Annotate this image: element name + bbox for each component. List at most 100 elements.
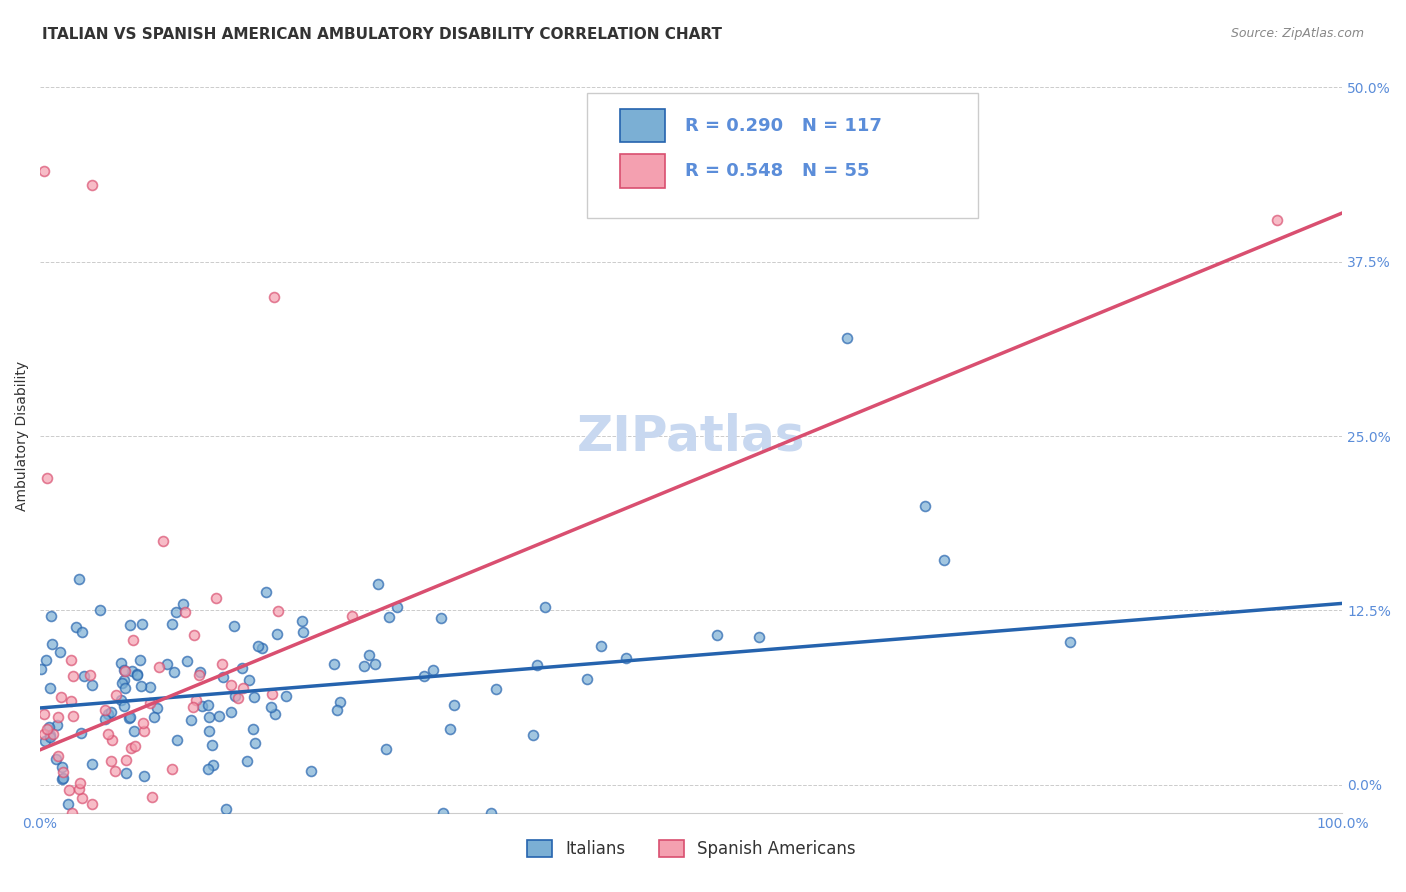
Point: [93, 703, 115, 717]
Point: [183, 628, 205, 642]
Point: [38, 728, 60, 742]
Point: [100, 706, 122, 720]
Point: [201, 758, 224, 772]
Point: [45, 752, 67, 766]
Point: [46, 748, 69, 763]
Point: [201, 738, 224, 752]
Text: ITALIAN VS SPANISH AMERICAN AMBULATORY DISABILITY CORRELATION CHART: ITALIAN VS SPANISH AMERICAN AMBULATORY D…: [42, 27, 723, 42]
Point: [58, 797, 80, 811]
Point: [160, 616, 183, 631]
Point: [94, 712, 117, 726]
Point: [62, 708, 84, 723]
Point: [112, 663, 135, 677]
Point: [534, 600, 557, 615]
Point: [198, 710, 221, 724]
Point: [252, 640, 274, 655]
Point: [211, 657, 233, 671]
Point: [238, 673, 260, 687]
Point: [377, 610, 399, 624]
Point: [97, 727, 120, 741]
FancyBboxPatch shape: [620, 153, 665, 187]
Point: [353, 659, 375, 673]
Point: [120, 617, 142, 632]
Point: [146, 701, 169, 715]
Point: [174, 605, 197, 619]
Point: [180, 714, 202, 728]
Point: [30, 662, 52, 676]
Point: [160, 762, 183, 776]
Point: [340, 609, 363, 624]
Point: [260, 687, 283, 701]
Point: [364, 657, 387, 672]
Point: [131, 617, 153, 632]
Point: [118, 710, 141, 724]
Point: [254, 584, 277, 599]
Point: [479, 805, 502, 820]
Point: [121, 632, 143, 647]
Point: [208, 709, 231, 723]
Point: [236, 755, 259, 769]
Point: [226, 690, 249, 705]
Point: [89, 603, 111, 617]
Point: [127, 666, 149, 681]
Point: [82, 178, 104, 193]
Point: [231, 660, 253, 674]
Point: [614, 651, 637, 665]
Point: [329, 695, 352, 709]
Point: [32, 164, 55, 178]
Point: [49, 690, 72, 704]
Point: [242, 690, 264, 704]
Point: [35, 653, 58, 667]
Point: [374, 742, 396, 756]
Point: [142, 709, 165, 723]
Text: R = 0.290   N = 117: R = 0.290 N = 117: [685, 117, 882, 135]
Point: [152, 534, 174, 549]
Point: [100, 754, 122, 768]
Point: [48, 645, 70, 659]
Point: [359, 648, 381, 662]
Point: [188, 668, 211, 682]
Point: [97, 707, 120, 722]
Point: [522, 728, 544, 742]
Point: [120, 740, 142, 755]
Point: [589, 640, 612, 654]
Point: [82, 797, 104, 812]
Point: [141, 789, 163, 804]
Point: [232, 681, 254, 695]
Point: [430, 611, 453, 625]
Point: [260, 700, 283, 714]
Point: [291, 614, 314, 628]
Point: [526, 657, 548, 672]
Point: [32, 706, 55, 721]
Point: [51, 764, 73, 779]
Point: [266, 627, 288, 641]
Point: [58, 783, 80, 797]
Point: [80, 756, 103, 771]
Point: [42, 727, 65, 741]
Point: [38, 720, 60, 734]
Point: [205, 591, 228, 606]
Point: [276, 689, 298, 703]
Point: [188, 665, 211, 680]
Legend: Italians, Spanish Americans: Italians, Spanish Americans: [520, 833, 862, 864]
Point: [72, 669, 94, 683]
Point: [79, 668, 101, 682]
Point: [299, 764, 322, 778]
Point: [443, 698, 465, 713]
Point: [242, 722, 264, 736]
Point: [138, 697, 160, 711]
Y-axis label: Ambulatory Disability: Ambulatory Disability: [15, 361, 30, 511]
Point: [60, 653, 83, 667]
Point: [111, 676, 134, 690]
Point: [439, 722, 461, 736]
Point: [41, 637, 63, 651]
Point: [32, 726, 55, 740]
Point: [67, 782, 90, 797]
Point: [52, 772, 75, 786]
Point: [165, 605, 187, 619]
Point: [1265, 213, 1288, 227]
Point: [35, 471, 58, 485]
Point: [166, 733, 188, 747]
Point: [176, 654, 198, 668]
Point: [197, 698, 219, 713]
